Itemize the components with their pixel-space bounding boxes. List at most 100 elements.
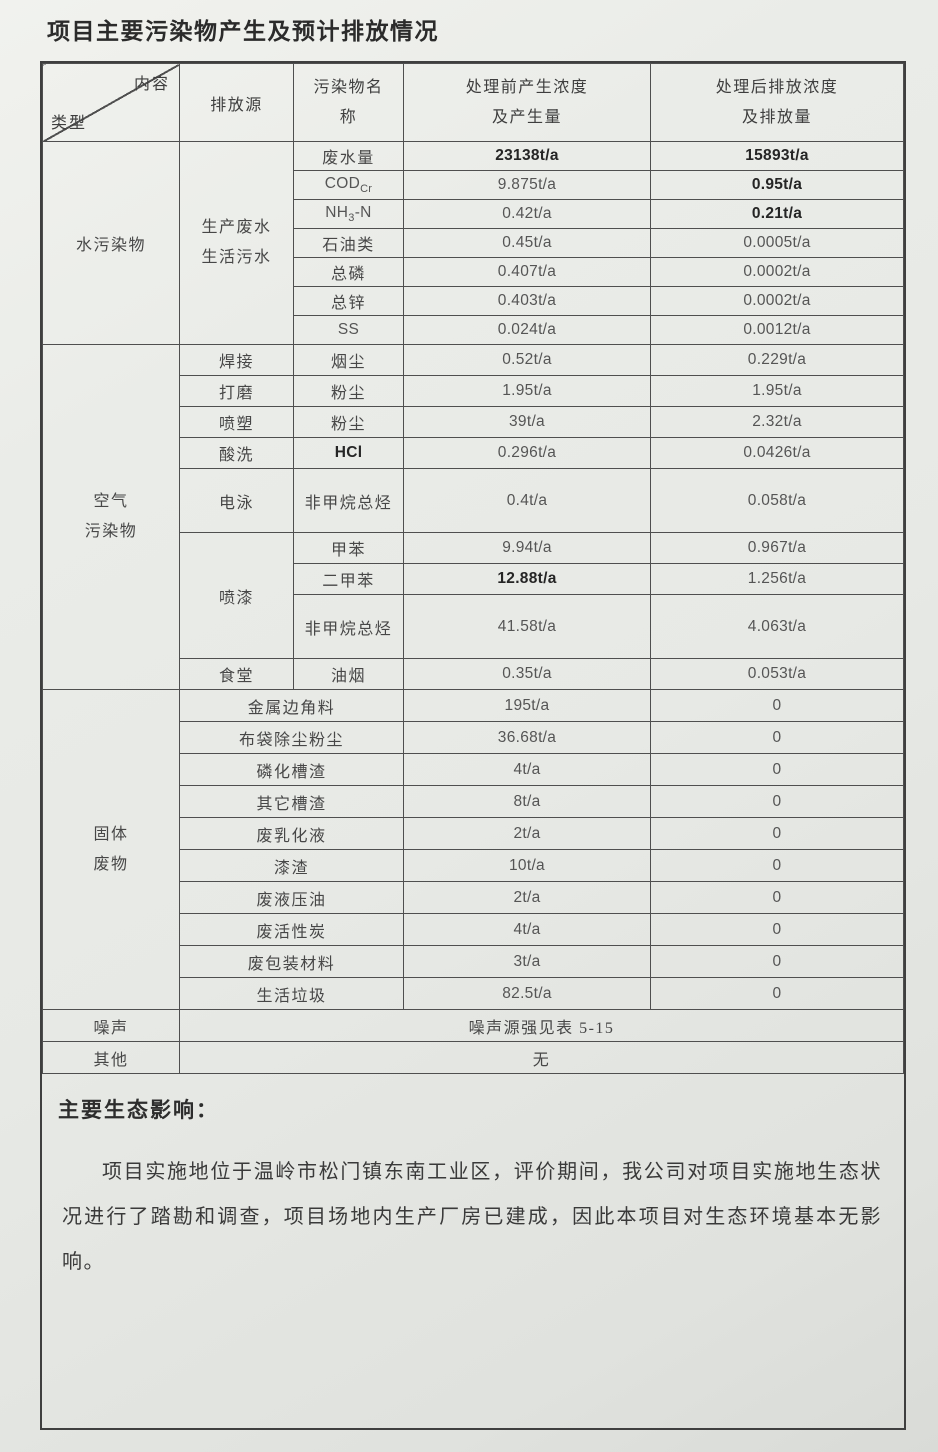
table-row: 非甲烷总烃 41.58t/a 4.063t/a: [43, 594, 904, 659]
cell-before: 0.407t/a: [403, 257, 651, 287]
cell-after: 0.058t/a: [650, 468, 904, 533]
cell-pollutant: 烟尘: [293, 344, 404, 376]
cell-before: 36.68t/a: [403, 721, 651, 754]
table-row: SS 0.024t/a 0.0012t/a: [43, 315, 904, 345]
table-row: 电泳 非甲烷总烃 0.4t/a 0.058t/a: [43, 468, 904, 533]
cell-after: 15893t/a: [650, 141, 904, 171]
cell-before: 0.42t/a: [403, 199, 651, 229]
cell-pollutant: 甲苯: [293, 532, 404, 564]
cell-pollutant: 非甲烷总烃: [293, 594, 404, 659]
cell-before: 0.4t/a: [403, 468, 651, 533]
header-cell-pollutant: 污染物名 称: [293, 63, 404, 142]
cell-before: 0.403t/a: [403, 286, 651, 316]
cell-pollutant: SS: [293, 315, 404, 345]
cell-before: 4t/a: [403, 913, 651, 946]
cell-before: 0.35t/a: [403, 658, 651, 690]
cell-before: 0.296t/a: [403, 437, 651, 469]
table-row: 废活性炭 4t/a 0: [43, 913, 904, 946]
table-row: 漆渣 10t/a 0: [43, 849, 904, 882]
table-row: 水污染物 生产废水 生活污水 废水量 23138t/a 15893t/a: [42, 141, 904, 345]
cell-waste-name: 废包装材料: [179, 945, 404, 978]
cell-before: 12.88t/a: [403, 563, 651, 595]
cell-waste-name: 漆渣: [179, 849, 404, 882]
table-row: 总磷 0.407t/a 0.0002t/a: [43, 257, 904, 287]
table-row: 磷化槽渣 4t/a 0: [43, 753, 904, 786]
cell-category-noise: 噪声: [42, 1009, 180, 1042]
cell-before: 39t/a: [403, 406, 651, 438]
cell-pollutant: 粉尘: [293, 375, 404, 407]
header-cell-after: 处理后排放浓度 及排放量: [650, 63, 904, 142]
form-frame: 内容 类型 排放源 污染物名 称 处理前产生浓度 及产生量 处理后排放浓度 及排…: [40, 61, 906, 1430]
table-row-other: 其他 无: [42, 1041, 904, 1074]
cell-other-value: 无: [179, 1041, 904, 1074]
cell-source: 食堂: [179, 658, 294, 690]
table-row: 布袋除尘粉尘 36.68t/a 0: [43, 721, 904, 754]
cell-source: 电泳: [179, 468, 294, 533]
cell-pollutant: 废水量: [293, 141, 404, 171]
cell-after: 0: [650, 721, 904, 754]
cell-before: 4t/a: [403, 753, 651, 786]
cell-before: 2t/a: [403, 817, 651, 850]
cell-before: 0.45t/a: [403, 228, 651, 258]
cell-before: 8t/a: [403, 785, 651, 818]
cell-pollutant: HCl: [293, 437, 404, 469]
cell-before: 9.875t/a: [403, 170, 651, 200]
cell-waste-name: 磷化槽渣: [179, 753, 404, 786]
cell-before: 3t/a: [403, 945, 651, 978]
table-row: 总锌 0.403t/a 0.0002t/a: [43, 286, 904, 316]
cell-pollutant: 石油类: [293, 228, 404, 258]
cell-before: 10t/a: [403, 849, 651, 882]
cell-before: 23138t/a: [403, 141, 651, 171]
cell-before: 1.95t/a: [403, 375, 651, 407]
cell-noise-value: 噪声源强见表 5-15: [179, 1009, 904, 1042]
cell-pollutant: NH3-N: [293, 199, 404, 229]
cell-waste-name: 其它槽渣: [179, 785, 404, 818]
table-header-row: 内容 类型 排放源 污染物名 称 处理前产生浓度 及产生量 处理后排放浓度 及排…: [42, 63, 904, 142]
cell-after: 0.229t/a: [650, 344, 904, 376]
cell-after: 0.0012t/a: [650, 315, 904, 345]
cell-category-other: 其他: [42, 1041, 180, 1074]
table-row: 石油类 0.45t/a 0.0005t/a: [43, 228, 904, 258]
cell-pollutant: 总锌: [293, 286, 404, 316]
table-row: NH3-N 0.42t/a 0.21t/a: [43, 199, 904, 229]
cell-after: 0.0005t/a: [650, 228, 904, 258]
cell-pollutant: 油烟: [293, 658, 404, 690]
table-row: 酸洗 HCl 0.296t/a 0.0426t/a: [43, 437, 904, 469]
header-cell-before: 处理前产生浓度 及产生量: [403, 63, 651, 142]
cell-source: 酸洗: [179, 437, 294, 469]
cell-before: 0.024t/a: [403, 315, 651, 345]
cell-after: 0: [650, 977, 904, 1010]
page-title: 项目主要污染物产生及预计排放情况: [47, 19, 439, 44]
header-corner-content: 内容: [133, 76, 170, 93]
cell-after: 4.063t/a: [650, 594, 904, 659]
cell-before: 82.5t/a: [403, 977, 651, 1010]
cell-before: 41.58t/a: [403, 594, 651, 659]
header-corner-type: 类型: [51, 115, 88, 132]
table-row: 废液压油 2t/a 0: [43, 881, 904, 914]
cell-after: 1.95t/a: [650, 375, 904, 407]
cell-category-water: 水污染物: [42, 141, 180, 345]
cell-source-spray-paint: 喷漆: [179, 532, 294, 659]
cell-before: 2t/a: [403, 881, 651, 914]
cell-after: 0: [650, 817, 904, 850]
cell-category-solid: 固体 废物: [42, 689, 180, 1010]
cell-pollutant: 总磷: [293, 257, 404, 287]
eco-impact-paragraph: 项目实施地位于温岭市松门镇东南工业区，评价期间，我公司对项目实施地生态状况进行了…: [62, 1161, 882, 1273]
table-row: 空气 污染物 焊接 烟尘 0.52t/a 0.229t/a: [42, 344, 904, 690]
cell-waste-name: 金属边角料: [179, 689, 404, 722]
cell-pollutant: 非甲烷总烃: [293, 468, 404, 533]
table-row: 二甲苯 12.88t/a 1.256t/a: [43, 563, 904, 595]
cell-after: 0.0002t/a: [650, 257, 904, 287]
table-row: 废乳化液 2t/a 0: [43, 817, 904, 850]
cell-before: 9.94t/a: [403, 532, 651, 564]
header-cell-source: 排放源: [179, 63, 294, 142]
cell-after: 0.967t/a: [650, 532, 904, 564]
cell-waste-name: 布袋除尘粉尘: [179, 721, 404, 754]
pollutant-table: 内容 类型 排放源 污染物名 称 处理前产生浓度 及产生量 处理后排放浓度 及排…: [42, 63, 904, 1074]
cell-after: 0: [650, 785, 904, 818]
cell-after: 0.0426t/a: [650, 437, 904, 469]
table-row-noise: 噪声 噪声源强见表 5-15: [42, 1009, 904, 1042]
header-cell-type-content: 内容 类型: [42, 63, 180, 142]
cell-before: 0.52t/a: [403, 344, 651, 376]
cell-after: 0.053t/a: [650, 658, 904, 690]
